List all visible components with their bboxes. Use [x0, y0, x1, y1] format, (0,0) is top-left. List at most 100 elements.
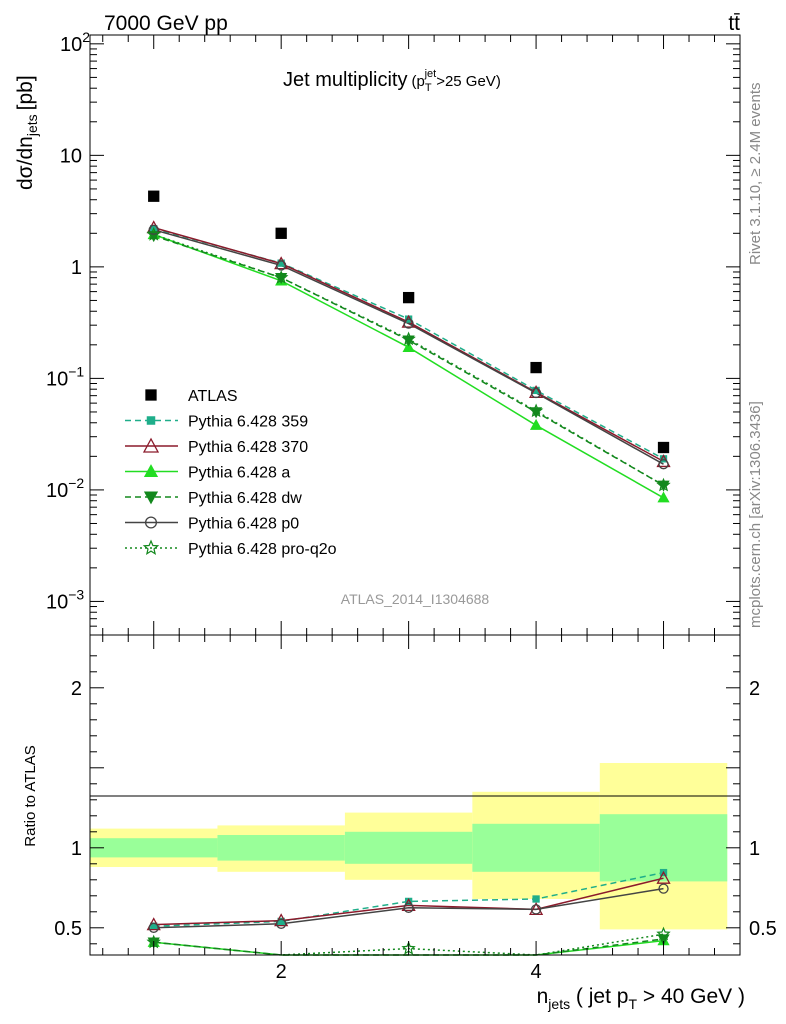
y-tick-label: 1: [71, 257, 82, 279]
ratio-point-0-3: [532, 895, 540, 903]
ratio-y-tick-label-right: 2: [749, 678, 760, 700]
x-axis-label-main: n: [537, 985, 549, 1008]
data-point-6-4: [656, 477, 671, 492]
ratio-point-1-4: [656, 870, 671, 884]
data-point-0-1: [275, 227, 287, 239]
band-inner-1: [217, 835, 345, 861]
legend-label-4: Pythia 6.428 dw: [188, 490, 302, 507]
ratio-y-tick-label-left: 0.5: [54, 918, 82, 940]
plot-title-paren: (p: [411, 73, 424, 90]
main-y-axis-label: dσ/dnjets [pb]: [14, 75, 40, 190]
y-tick-label: 10−2: [46, 475, 84, 502]
y-tick-label: 102: [60, 29, 90, 56]
main-y-axis-label-unit: [pb]: [14, 75, 37, 110]
data-point-0-4: [657, 441, 670, 454]
ratio-y-tick-label-left: 1: [71, 838, 82, 860]
main-y-axis-label-main: dσ/dn: [14, 136, 37, 190]
data-point-6-0: [146, 226, 161, 241]
legend-marker-4: [143, 491, 159, 505]
series-line-3: [153, 233, 664, 499]
main-plot-ticks: [90, 35, 740, 636]
data-point-3-3: [529, 418, 543, 430]
ratio-uncertainty-bands: [90, 763, 728, 930]
ratio-line-0: [153, 871, 664, 927]
ratio-point-4-2: [403, 902, 414, 913]
legend-marker-1: [146, 416, 156, 425]
ratio-y-tick-label-right: 1: [749, 838, 760, 860]
ratio-point-5-4: [656, 926, 671, 941]
data-point-0-0: [148, 190, 160, 202]
main-plot-y-tick-labels: 102 10 1 10−1 10−2 10−3: [46, 29, 90, 614]
plot-title-sub: T: [425, 82, 432, 94]
data-point-5-0: [148, 224, 159, 235]
ratio-y-tick-labels: 2 2 1 1 0.5 0.5: [54, 678, 777, 940]
ratio-y-axis-label: Ratio to ATLAS: [22, 745, 39, 846]
data-point-3-4: [657, 491, 670, 503]
data-point-5-1: [276, 260, 287, 271]
ratio-line-4: [153, 887, 664, 929]
y-tick-label: 10−1: [46, 363, 84, 390]
band-inner-3: [472, 823, 600, 872]
legend-label-6: Pythia 6.428 pro-q2o: [188, 541, 337, 558]
ratio-point-4-0: [148, 922, 159, 933]
ratio-y-tick-label-right: 0.5: [749, 918, 777, 940]
data-point-5-2: [403, 318, 414, 329]
main-plot-panel: 102 10 1 10−1 10−2 10−3 Jet multiplicity (pTje…: [14, 29, 741, 636]
plot-title-sup: jet: [424, 68, 437, 80]
mcplots-label: mcplots.cern.ch [arXiv:1306.3436]: [747, 401, 764, 628]
legend-marker-5: [144, 516, 158, 529]
x-tick-label: 2: [276, 961, 287, 983]
data-point-5-4: [658, 459, 669, 470]
legend: ATLAS Pythia 6.428 359 Pythia 6.428 370 Pyt…: [125, 388, 337, 558]
data-point-0-3: [530, 361, 542, 374]
analysis-watermark: ATLAS_2014_I1304688: [341, 591, 490, 607]
ratio-line-1: [153, 877, 664, 926]
ratio-plot-ticks: [90, 635, 740, 955]
ratio-plot-frame: [89, 634, 741, 956]
legend-label-5: Pythia 6.428 p0: [188, 516, 299, 533]
data-point-5-3: [530, 387, 542, 399]
beam-label: 7000 GeV pp: [104, 12, 228, 35]
band-inner-0: [90, 838, 218, 858]
data-point-6-3: [528, 403, 544, 418]
ratio-point-4-4: [658, 883, 669, 894]
legend-marker-2: [142, 437, 160, 453]
plot-title: Jet multiplicity (pTjet>25 GeV): [283, 68, 501, 94]
y-tick-label: 10−3: [46, 586, 84, 613]
ratio-y-tick-label-left: 2: [71, 678, 82, 700]
process-label: tt̄: [728, 12, 740, 35]
y-tick-label: 10: [60, 145, 82, 167]
legend-label-3: Pythia 6.428 a: [188, 465, 290, 482]
main-plot-markers: [146, 190, 671, 503]
legend-label-2: Pythia 6.428 370: [188, 439, 308, 456]
rivet-label: Rivet 3.1.10, ≥ 2.4M events: [747, 83, 764, 266]
legend-label-0: ATLAS: [188, 388, 238, 405]
data-point-6-1: [274, 270, 289, 284]
x-axis-label-sub1: jets: [547, 996, 570, 1012]
data-point-6-2: [401, 331, 416, 346]
plot-title-tail: >25 GeV): [436, 73, 501, 90]
legend-marker-3: [143, 464, 159, 477]
plot-title-main: Jet multiplicity: [283, 69, 407, 91]
main-y-axis-label-sub: jets: [24, 114, 40, 137]
x-axis-label-mid: ( jet p: [570, 985, 628, 1008]
main-plot-series-lines: [153, 226, 664, 499]
x-axis-label: njets ( jet pT > 40 GeV ): [537, 985, 745, 1012]
data-point-2-2: [401, 314, 416, 328]
x-axis-label-sub2: T: [628, 996, 637, 1012]
data-point-3-2: [402, 340, 415, 352]
ratio-point-4-3: [530, 904, 542, 915]
legend-marker-6: [142, 539, 160, 555]
legend-marker-0: [145, 389, 157, 401]
data-point-2-1: [274, 256, 289, 270]
x-axis-label-tail: > 40 GeV ): [637, 985, 745, 1008]
data-point-0-2: [402, 291, 415, 304]
ratio-point-4-1: [276, 918, 287, 929]
legend-label-1: Pythia 6.428 359: [188, 414, 308, 431]
x-tick-label: 4: [531, 961, 542, 983]
series-line-5: [153, 229, 664, 465]
band-inner-2: [344, 831, 473, 864]
